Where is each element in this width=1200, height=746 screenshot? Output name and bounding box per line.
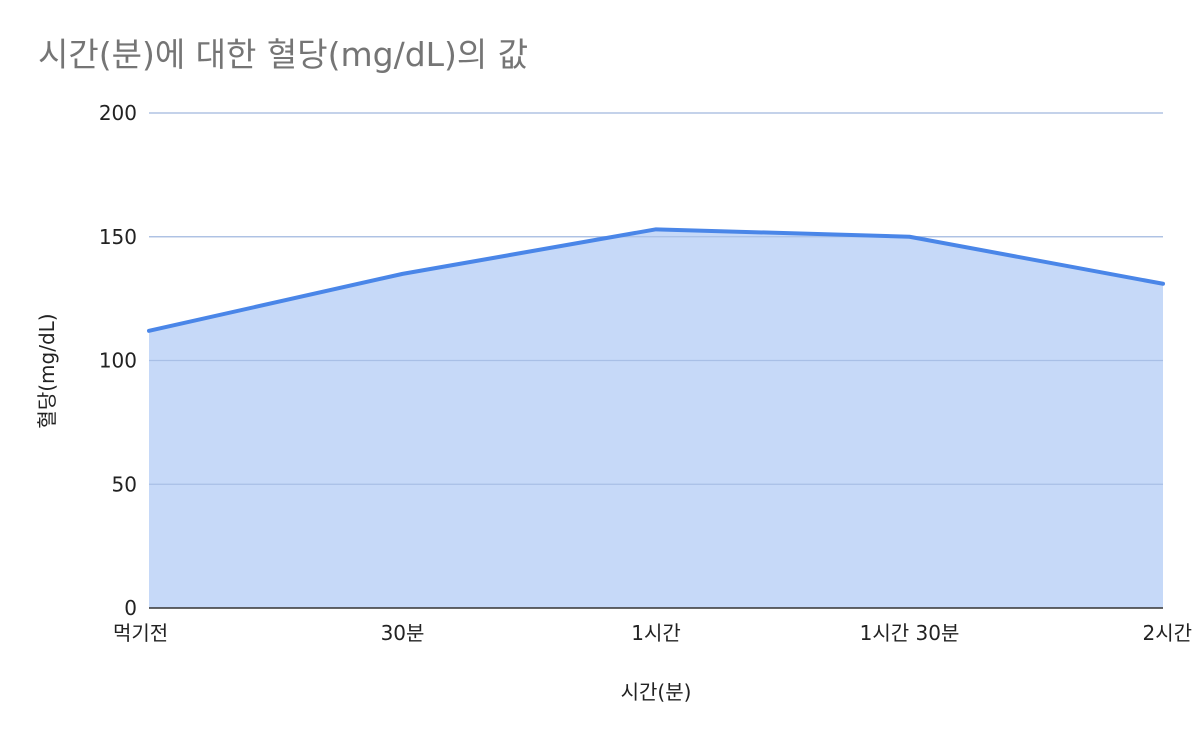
y-tick-label-150: 150	[99, 225, 137, 249]
y-axis-label: 혈당(mg/dL)	[35, 313, 59, 428]
y-tick-labels: 0 50 100 150 200	[99, 101, 137, 620]
x-tick-label-0: 먹기전	[113, 621, 168, 645]
area-fill	[149, 229, 1163, 608]
x-tick-label-1: 30분	[381, 621, 425, 645]
chart-title: 시간(분)에 대한 혈당(mg/dL)의 값	[38, 35, 528, 74]
series-area	[149, 113, 1163, 608]
y-tick-label-100: 100	[99, 349, 137, 373]
y-tick-label-200: 200	[99, 101, 137, 125]
y-tick-label-50: 50	[112, 472, 137, 496]
x-tick-label-2: 1시간	[631, 621, 681, 645]
x-tick-label-3: 1시간 30분	[860, 621, 960, 645]
x-axis-label: 시간(분)	[621, 680, 692, 704]
x-tick-labels: 먹기전 30분 1시간 1시간 30분 2시간	[113, 621, 1192, 645]
x-tick-label-4: 2시간	[1142, 621, 1192, 645]
y-tick-label-0: 0	[124, 596, 137, 620]
